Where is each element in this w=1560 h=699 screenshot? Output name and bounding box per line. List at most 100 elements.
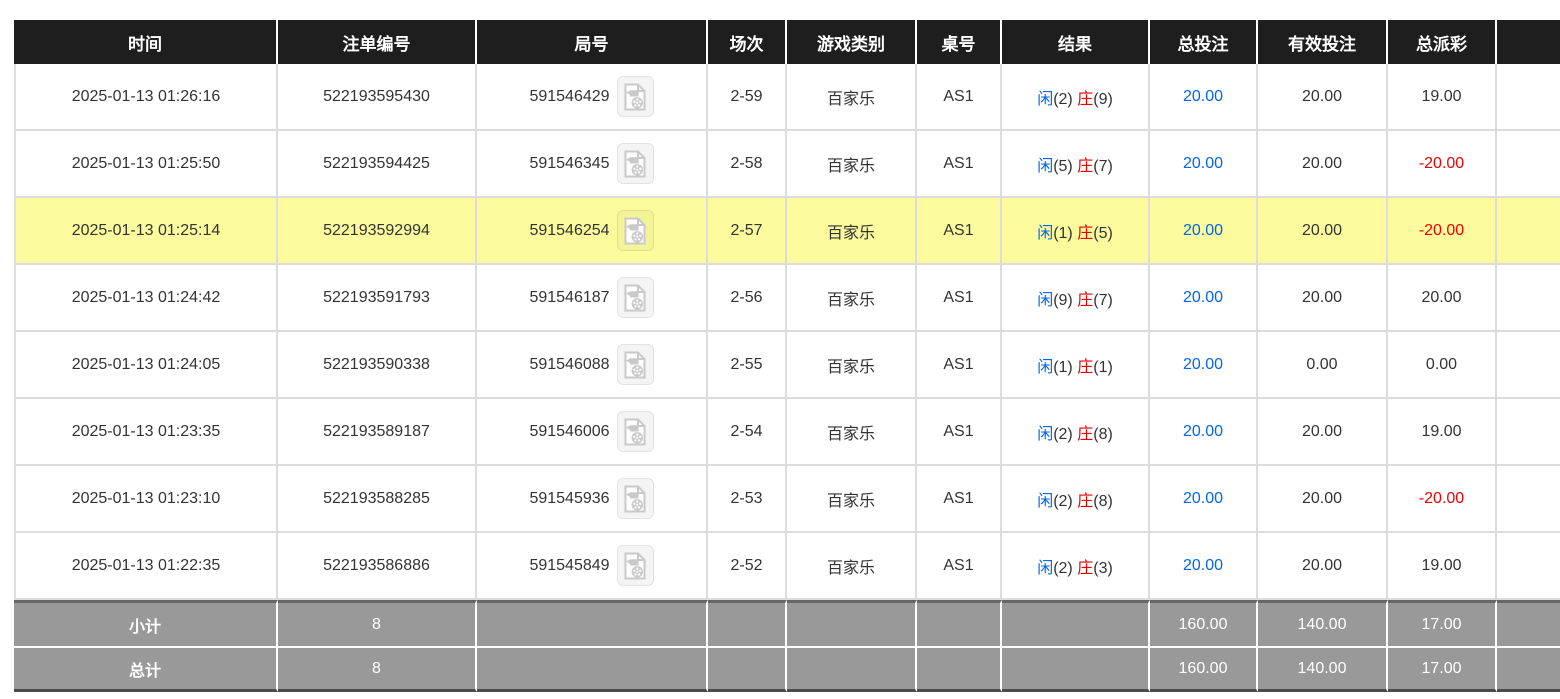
valid-bet-cell: 20.00 [1258,198,1388,265]
result-player-value: (2) [1053,425,1073,443]
time-cell: 2025-01-13 01:24:05 [14,332,278,399]
total-bet-link[interactable]: 20.00 [1182,288,1224,306]
result-player-label: 闲 [1037,90,1054,108]
total-bet-link[interactable]: 20.00 [1182,154,1224,172]
extra-cell [1497,131,1560,198]
result-banker-label: 庄 [1077,358,1094,376]
footer-empty-cell [1002,600,1150,646]
round-id-cell: 591546254 [477,198,708,265]
total-valid-bet: 140.00 [1258,646,1388,692]
result-banker-value: (8) [1093,425,1113,443]
result-banker-value: (3) [1093,559,1113,577]
round-id-cell: 591546088 [477,332,708,399]
result-banker-value: (5) [1093,224,1113,242]
table-row: 2025-01-13 01:22:35 522193586886 5915458… [14,533,1560,600]
round-id-value: 591546429 [529,87,610,105]
footer-empty-cell [1497,646,1560,692]
bet-id-cell: 522193594425 [278,131,477,198]
header-row: 时间 注单编号 局号 场次 游戏类别 桌号 结果 总投注 有效投注 总派彩 [14,20,1560,64]
extra-cell [1497,198,1560,265]
total-row: 总计 8 160.00 140.00 17.00 [14,646,1560,692]
result-banker-value: (7) [1093,291,1113,309]
result-banker-label: 庄 [1077,157,1094,175]
total-payout-cell: 19.00 [1388,533,1497,600]
round-id-cell: 591546345 [477,131,708,198]
valid-bet-cell: 0.00 [1258,332,1388,399]
video-replay-button[interactable] [616,210,654,251]
betting-records-page: 时间 注单编号 局号 场次 游戏类别 桌号 结果 总投注 有效投注 总派彩 20… [14,20,1560,692]
table-no-cell: AS1 [917,533,1002,600]
extra-cell [1497,64,1560,131]
bet-id-cell: 522193590338 [278,332,477,399]
total-bet-link[interactable]: 20.00 [1182,489,1224,507]
subtotal-total-bet: 160.00 [1150,600,1258,646]
total-bet-link[interactable]: 20.00 [1182,221,1224,239]
time-cell: 2025-01-13 01:23:10 [14,466,278,533]
valid-bet-cell: 20.00 [1258,131,1388,198]
bet-id-cell: 522193586886 [278,533,477,600]
result-player-label: 闲 [1037,492,1054,510]
bet-id-cell: 522193591793 [278,265,477,332]
game-type-cell: 百家乐 [787,399,917,466]
video-replay-button[interactable] [616,277,654,318]
round-id-cell: 591545936 [477,466,708,533]
result-cell: 闲(2) 庄(3) [1002,533,1150,600]
bet-id-cell: 522193588285 [278,466,477,533]
video-replay-button[interactable] [616,76,654,117]
bet-id-cell: 522193592994 [278,198,477,265]
result-banker-label: 庄 [1077,224,1094,242]
total-bet-cell: 20.00 [1150,399,1258,466]
total-bet-link[interactable]: 20.00 [1182,422,1224,440]
extra-cell [1497,332,1560,399]
header-total-bet: 总投注 [1150,20,1258,64]
table-row: 2025-01-13 01:23:35 522193589187 5915460… [14,399,1560,466]
extra-cell [1497,533,1560,600]
total-bet-link[interactable]: 20.00 [1182,87,1224,105]
table-no-cell: AS1 [917,466,1002,533]
total-bet-link[interactable]: 20.00 [1182,556,1224,574]
video-replay-icon [624,83,646,110]
round-id-cell: 591546429 [477,64,708,131]
video-replay-icon [624,351,646,378]
video-replay-button[interactable] [616,545,654,586]
subtotal-valid-bet: 140.00 [1258,600,1388,646]
video-replay-button[interactable] [616,344,654,385]
result-cell: 闲(1) 庄(1) [1002,332,1150,399]
video-replay-button[interactable] [616,478,654,519]
result-cell: 闲(2) 庄(8) [1002,399,1150,466]
total-count: 8 [278,646,477,692]
table-row: 2025-01-13 01:24:42 522193591793 5915461… [14,265,1560,332]
header-session: 场次 [708,20,787,64]
result-cell: 闲(5) 庄(7) [1002,131,1150,198]
time-cell: 2025-01-13 01:25:50 [14,131,278,198]
footer-empty-cell [1002,646,1150,692]
video-replay-button[interactable] [616,143,654,184]
session-cell: 2-57 [708,198,787,265]
total-bet-link[interactable]: 20.00 [1182,355,1224,373]
game-type-cell: 百家乐 [787,533,917,600]
header-game-type: 游戏类别 [787,20,917,64]
result-player-label: 闲 [1037,559,1054,577]
result-banker-label: 庄 [1077,425,1094,443]
session-cell: 2-54 [708,399,787,466]
video-replay-icon [624,418,646,445]
result-banker-label: 庄 [1077,291,1094,309]
table-no-cell: AS1 [917,131,1002,198]
total-bet-cell: 20.00 [1150,198,1258,265]
valid-bet-cell: 20.00 [1258,265,1388,332]
video-replay-button[interactable] [616,411,654,452]
game-type-cell: 百家乐 [787,466,917,533]
session-cell: 2-55 [708,332,787,399]
result-banker-value: (7) [1093,157,1113,175]
header-extra [1497,20,1560,64]
footer-empty-cell [917,600,1002,646]
round-id-value: 591546345 [529,154,610,172]
result-player-value: (1) [1053,358,1073,376]
round-id-cell: 591545849 [477,533,708,600]
table-body: 2025-01-13 01:26:16 522193595430 5915464… [14,64,1560,600]
table-no-cell: AS1 [917,399,1002,466]
round-id-cell: 591546187 [477,265,708,332]
extra-cell [1497,466,1560,533]
time-cell: 2025-01-13 01:24:42 [14,265,278,332]
result-player-label: 闲 [1037,291,1054,309]
